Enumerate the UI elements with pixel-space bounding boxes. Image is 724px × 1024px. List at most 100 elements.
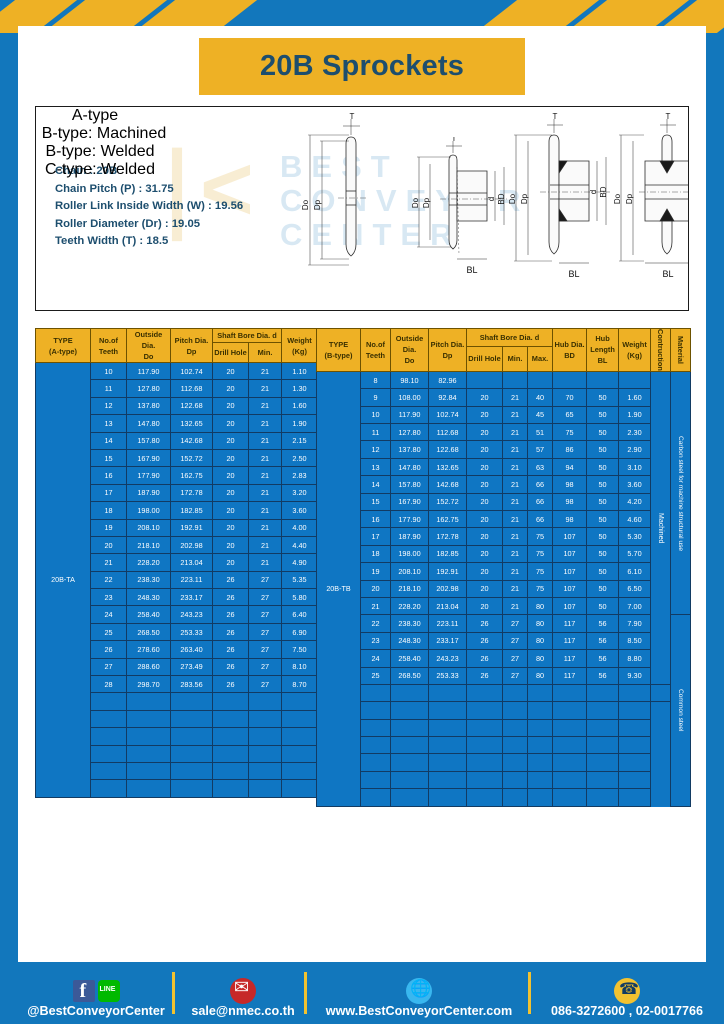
line-icon[interactable]: [97, 980, 120, 1002]
table-cell-empty: [390, 753, 429, 772]
table-cell: 20: [212, 501, 249, 520]
a-type-diagram-icon: T Do Dp A: [301, 113, 368, 266]
table-cell: 16: [90, 466, 127, 485]
table-cell: 50: [586, 423, 620, 442]
table-cell: 23: [90, 588, 127, 607]
table-cell-empty: [126, 727, 171, 746]
facebook-icon[interactable]: [72, 980, 95, 1003]
footer-website-label: www.BestConveyorCenter.com: [325, 1004, 513, 1018]
globe-icon[interactable]: [406, 978, 432, 1004]
table-row: 24 258.40 243.23 26 27 6.40: [36, 605, 319, 624]
table-cell: 98: [552, 509, 588, 529]
table-cell: 20: [212, 379, 249, 398]
table-cell-empty: [212, 727, 249, 746]
table-cell: 117.90: [390, 405, 429, 425]
footer-website[interactable]: www.BestConveyorCenter.com: [310, 978, 528, 1018]
table-cell: 27: [247, 657, 283, 677]
table-cell: 117: [552, 631, 588, 651]
table-cell: 20: [466, 527, 503, 546]
table-cell: 56: [586, 614, 620, 633]
table-cell: 50: [586, 440, 620, 459]
table-cell: 24: [360, 649, 391, 668]
table-cell: 1.30: [281, 379, 319, 398]
table-cell: 22: [90, 570, 127, 590]
table-cell-empty: [428, 753, 467, 772]
table-row-empty: [36, 761, 319, 781]
table-cell: 19: [360, 562, 391, 581]
table-cell-empty: [360, 753, 391, 772]
table-cell: 208.10: [390, 562, 429, 581]
svg-text:T: T: [553, 113, 558, 121]
table-cell: 27: [247, 622, 283, 642]
footer-facebook[interactable]: @BestConveyorCenter: [8, 978, 184, 1018]
table-cell: 20: [466, 509, 503, 529]
table-cell: 50: [586, 527, 620, 546]
table-cell: [552, 370, 588, 390]
table-cell-empty: [428, 770, 467, 790]
table-cell: [526, 370, 554, 390]
table-cell: 51: [526, 423, 554, 442]
table-cell: 21: [502, 579, 528, 598]
table-cell: 20: [466, 475, 503, 494]
table-cell: 162.75: [428, 509, 467, 529]
table-cell: 20: [212, 396, 249, 416]
table-cell-empty: [502, 701, 528, 720]
header-drill-hole: Drill Hole: [466, 345, 503, 372]
table-cell-empty: [281, 709, 319, 729]
table-row-empty: [317, 753, 691, 772]
table-cell: 147.80: [390, 457, 429, 477]
svg-text:Dp: Dp: [625, 193, 634, 204]
table-cell-empty: [247, 761, 283, 781]
table-cell-empty: [212, 761, 249, 781]
table-header-row: TYPE (A-type) No.of Teeth Outside Dia. D…: [35, 328, 319, 363]
mail-icon[interactable]: [230, 977, 256, 1004]
svg-text:Do: Do: [411, 197, 420, 208]
table-cell: 94: [552, 457, 588, 477]
table-cell: 4.90: [281, 553, 319, 572]
spec-line-teeth: Teeth Width (T) : 18.5: [55, 235, 169, 247]
table-row-empty: [317, 701, 691, 720]
table-cell: 218.10: [390, 579, 429, 598]
table-cell: 14: [360, 475, 391, 494]
table-cell: 167.90: [390, 492, 429, 512]
table-cell: 27: [502, 631, 528, 651]
table-cell-empty: [428, 701, 467, 720]
footer-email[interactable]: sale@nmec.co.th: [178, 977, 308, 1018]
table-cell: 127.80: [126, 379, 171, 398]
table-cell: 21: [247, 396, 283, 416]
table-cell: 218.10: [126, 535, 171, 555]
table-cell-empty: [618, 736, 652, 755]
table-cell: 107: [552, 579, 588, 598]
table-row: 13 147.80 132.65 20 21 63 94 50 3.10: [317, 457, 691, 477]
table-cell: 21: [247, 431, 283, 450]
table-cell: 192.91: [170, 518, 213, 537]
table-cell-empty: [90, 727, 127, 746]
header-bore-min: Min.: [247, 342, 283, 363]
footer-phone[interactable]: 086-3272600 , 02-0017766: [534, 978, 720, 1018]
table-cell: 238.30: [126, 570, 171, 590]
table-cell: 26: [90, 640, 127, 659]
table-cell: 11: [90, 379, 127, 398]
title-area: 20B Sprockets: [18, 26, 706, 108]
table-cell: 27: [247, 640, 283, 659]
table-cell: 1.10: [281, 361, 319, 381]
table-cell: 27: [90, 657, 127, 677]
svg-text:d: d: [487, 197, 496, 201]
phone-icon[interactable]: [614, 978, 640, 1004]
header-outside-dia: Outside Dia. Do: [126, 328, 171, 363]
svg-text:Dp: Dp: [520, 193, 529, 204]
table-cell: 26: [212, 675, 249, 694]
table-cell-empty: [126, 744, 171, 763]
document-sheet: 20B Sprockets ∣< BEST CONVEYOR CENTER Ch…: [18, 26, 706, 962]
table-cell: 80: [526, 631, 554, 651]
table-cell: 4.40: [281, 535, 319, 555]
table-cell-empty: [618, 770, 652, 790]
table-cell-empty: [170, 779, 213, 798]
table-row: 19 208.10 192.91 20 21 75 107 50 6.10: [317, 562, 691, 581]
svg-text:T: T: [350, 113, 355, 121]
table-cell-empty: [526, 683, 554, 703]
watermark-line1: BEST: [280, 149, 399, 184]
table-row: 20 218.10 202.98 20 21 4.40: [36, 535, 319, 555]
table-cell: 8: [360, 370, 391, 390]
table-cell: 288.60: [126, 657, 171, 677]
